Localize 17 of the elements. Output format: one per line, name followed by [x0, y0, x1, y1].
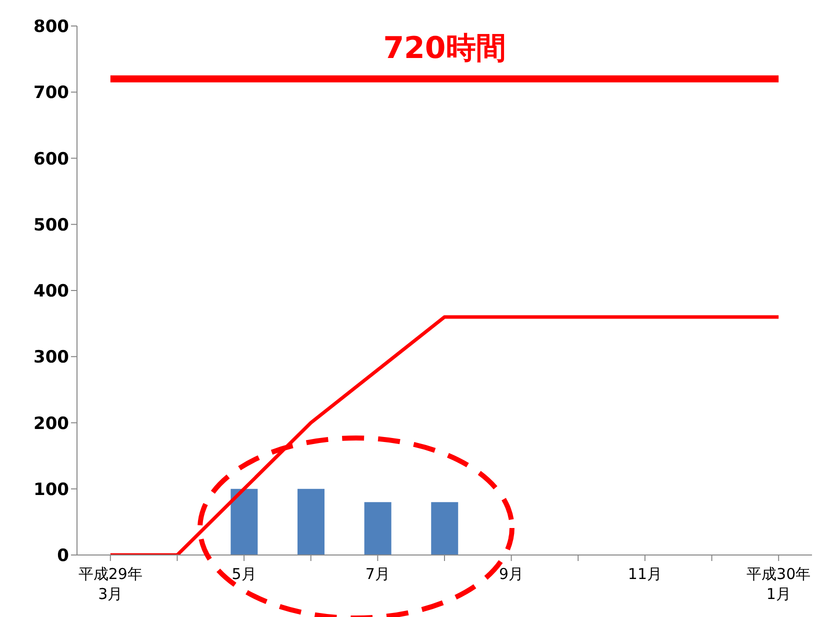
- y-tick-label: 800: [34, 17, 70, 38]
- y-tick-label: 300: [34, 348, 70, 368]
- x-tick-label: 7月: [365, 565, 390, 583]
- y-tick-label: 100: [34, 480, 70, 500]
- x-tick-label: 平成29年 3月: [78, 565, 142, 603]
- x-tick-label: 5月: [232, 565, 256, 583]
- x-tick-label: 11月: [628, 565, 662, 583]
- x-tick-label: 9月: [499, 565, 524, 583]
- x-tick-label: 平成30年 1月: [746, 565, 811, 603]
- line-series: [108, 315, 780, 555]
- y-tick-label: 400: [34, 282, 70, 302]
- y-tick-label: 0: [57, 546, 70, 566]
- y-tick-label: 500: [34, 215, 70, 236]
- y-tick-label: 600: [34, 149, 70, 170]
- y-tick-label: 200: [34, 414, 70, 434]
- y-tick-label: 700: [34, 83, 70, 104]
- annotation: 720時間: [382, 30, 507, 67]
